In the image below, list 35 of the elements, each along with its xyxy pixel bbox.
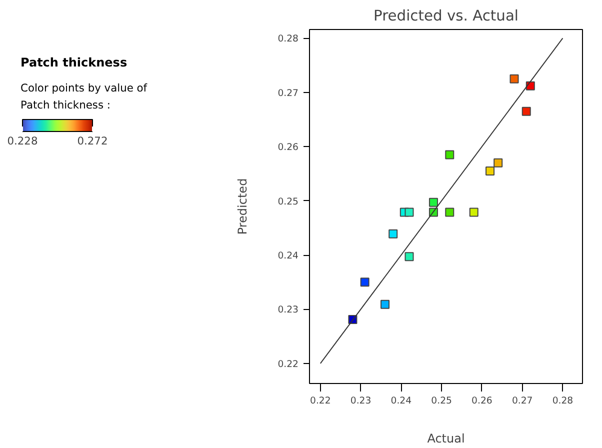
- point: [404, 252, 414, 262]
- x-tick-label: 0.23: [350, 396, 372, 406]
- point: [428, 198, 438, 207]
- y-tick-label: 0.23: [278, 304, 299, 316]
- point: [445, 208, 454, 217]
- x-tick-label: 0.25: [431, 396, 452, 406]
- x-tick-label: 0.24: [390, 396, 412, 406]
- point: [388, 229, 398, 238]
- color-bar-title: Color points by value of Patch thickness :: [20, 82, 148, 112]
- x-tick-label: 0.22: [310, 396, 331, 406]
- point: [522, 106, 531, 116]
- y-tick-label: 0.27: [278, 88, 299, 99]
- y-tick-label: 0.26: [278, 142, 299, 154]
- y-axis-title: Predicted: [236, 178, 250, 235]
- chart-title: Predicted vs. Actual: [374, 8, 519, 24]
- x-tick-label: 0.27: [512, 396, 533, 406]
- point: [404, 208, 414, 217]
- point: [380, 300, 390, 309]
- x-axis-title: Actual: [427, 432, 465, 446]
- point: [469, 208, 478, 217]
- y-tick-label: 0.22: [278, 358, 299, 370]
- color-bar-label: 0.272: [77, 134, 108, 148]
- text: Patch thickness: [20, 56, 128, 70]
- point: [445, 150, 454, 160]
- point: [486, 166, 495, 176]
- color-bar-label: 0.228: [7, 134, 38, 148]
- y-tick-label: 0.24: [278, 250, 299, 262]
- point: [494, 158, 503, 168]
- point: [510, 74, 519, 84]
- y-tick-label: 0.28: [278, 34, 299, 45]
- x-tick-label: 0.26: [472, 396, 492, 406]
- point: [360, 278, 370, 287]
- y-tick-label: 0.25: [278, 196, 299, 208]
- x-tick-label: 0.28: [552, 396, 574, 406]
- point: [526, 81, 535, 90]
